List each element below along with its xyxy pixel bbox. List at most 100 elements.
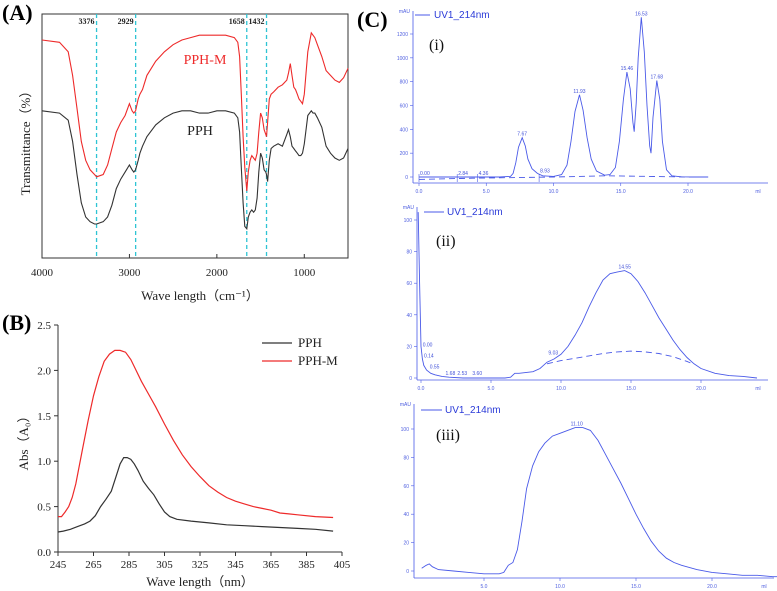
peak-label: 15.46 xyxy=(621,66,634,72)
peak-label: 11.10 xyxy=(571,422,583,428)
chart-a-frame xyxy=(41,13,349,259)
x-tick-label: 4000 xyxy=(31,267,54,279)
series-line-pph-m xyxy=(58,349,334,519)
x-tick-label: 2000 xyxy=(206,267,229,279)
x-tick-label: 5.0 xyxy=(483,189,490,195)
peak-label-small: 0.14 xyxy=(424,353,434,359)
x-tick-label: 5.0 xyxy=(488,386,495,392)
x-tick-label: 285 xyxy=(121,559,138,571)
x-tick-label: 265 xyxy=(85,559,102,571)
y-tick-label: 0.0 xyxy=(37,547,51,559)
x-tick-label: 385 xyxy=(298,559,315,571)
x-tick-label: 305 xyxy=(156,559,173,571)
y-unit-label: mAU xyxy=(399,9,411,15)
peak-label-small: 0.55 xyxy=(430,365,440,371)
y-tick-label: 0.5 xyxy=(37,502,51,514)
peak-label-small: 2.84 xyxy=(458,171,468,177)
peak-label-small: 0.00 xyxy=(420,171,430,177)
y-tick-label: 40 xyxy=(403,512,409,518)
chart-c-iii-chromatogram: mAU 0 20 40 60 80 100 5.0 10.0 15.0 20.0 ml 11.10 (… xyxy=(400,402,777,590)
chart-a-ftir: 3376 2929 1658 1432 4000 3000 2000 1000 Wave l… xyxy=(18,13,349,303)
peak-label-small: 9.03 xyxy=(548,350,558,356)
chart-b-legend: PPH PPH-M xyxy=(262,335,338,368)
series-line-pph xyxy=(41,109,349,231)
x-unit-label: ml xyxy=(755,189,760,195)
series-line-pph xyxy=(57,457,334,533)
y-tick-label: 0 xyxy=(405,175,408,181)
peak-label-small: 1.68 xyxy=(446,371,456,377)
y-tick-label: 80 xyxy=(403,455,409,461)
y-tick-label: 2.5 xyxy=(37,320,51,332)
chart-c-i-legend-label: UV1_214nm xyxy=(434,10,490,21)
y-tick-label: 0 xyxy=(406,569,409,575)
x-tick-label: 3000 xyxy=(118,267,141,279)
chart-a-ylabel: Transmittance（%） xyxy=(18,85,33,196)
chart-a-label-pphm: PPH-M xyxy=(184,53,227,68)
y-tick-label: 600 xyxy=(400,104,409,110)
y-unit-label: mAU xyxy=(400,402,412,408)
x-tick-label: 0.0 xyxy=(416,189,423,195)
x-tick-label: 20.0 xyxy=(683,189,693,195)
y-tick-label: 100 xyxy=(404,218,413,224)
chart-a-label-pph: PPH xyxy=(187,124,213,139)
peak-label: 16.53 xyxy=(635,11,648,17)
x-tick-label: 15.0 xyxy=(626,386,636,392)
chart-c-ii-tag: (ii) xyxy=(436,233,456,250)
peak-label: 14.55 xyxy=(618,265,631,271)
uv-trace-line xyxy=(421,427,777,578)
guide-label-2929: 2929 xyxy=(118,17,134,26)
y-unit-label: mAU xyxy=(403,205,415,211)
x-tick-label: 5.0 xyxy=(481,584,488,590)
peak-label-small: 4.36 xyxy=(479,171,489,177)
panel-label-c: (C) xyxy=(357,7,388,32)
x-tick-label: 345 xyxy=(227,559,244,571)
guide-label-1658: 1658 xyxy=(229,17,245,26)
y-tick-label: 1200 xyxy=(397,32,408,38)
y-tick-label: 200 xyxy=(400,151,409,157)
chart-b-xlabel: Wave length（nm） xyxy=(146,574,254,589)
x-tick-label: 0.0 xyxy=(418,386,425,392)
peak-label-small: 8.93 xyxy=(540,168,550,174)
guide-label-3376: 3376 xyxy=(79,17,95,26)
baseline-line xyxy=(546,350,693,365)
chart-c-iii-tag: (iii) xyxy=(436,427,460,444)
y-tick-label: 1.0 xyxy=(37,456,51,468)
y-tick-label: 400 xyxy=(400,127,409,133)
y-tick-label: 80 xyxy=(406,250,412,256)
legend-label-pphm: PPH-M xyxy=(298,353,338,368)
y-tick-label: 1.5 xyxy=(37,411,51,423)
peak-label: 7.67 xyxy=(517,132,527,138)
peak-label-small: 0.00 xyxy=(423,342,433,348)
y-tick-label: 20 xyxy=(403,541,409,547)
chart-b-ylabel: Abs（A₀） xyxy=(16,410,31,471)
panel-label-b: (B) xyxy=(2,310,31,335)
series-line-pph-m xyxy=(41,31,349,192)
x-tick-label: 365 xyxy=(263,559,280,571)
x-tick-label: 1000 xyxy=(293,267,316,279)
chart-b-uv: 245 265 285 305 325 345 365 385 405 0.0 0.5 1.0 1.5 2… xyxy=(16,320,351,589)
y-tick-label: 0 xyxy=(409,376,412,382)
x-tick-label: 245 xyxy=(50,559,67,571)
x-tick-label: 20.0 xyxy=(696,386,706,392)
y-tick-label: 2.0 xyxy=(37,365,51,377)
x-tick-label: 10.0 xyxy=(549,189,559,195)
chart-c-ii-legend-label: UV1_214nm xyxy=(447,207,503,218)
uv-trace-line xyxy=(417,212,758,379)
x-tick-label: 325 xyxy=(192,559,209,571)
chart-c-ii-chromatogram: mAU 0 20 40 60 80 100 0.0 5.0 10.0 15.0 20.0 ml 14.5… xyxy=(403,205,768,392)
panel-label-a: (A) xyxy=(2,0,33,25)
x-tick-label: 15.0 xyxy=(631,584,641,590)
y-tick-label: 60 xyxy=(403,484,409,490)
chart-c-i-chromatogram: mAU 0 200 400 600 800 1000 1200 0.0 5.0 10.0 15.0 20… xyxy=(397,9,768,195)
peak-label-small: 2.53 xyxy=(457,371,467,377)
chart-a-xlabel: Wave length（cm⁻¹） xyxy=(141,288,259,303)
chart-c-i-tag: (i) xyxy=(429,37,444,54)
y-tick-label: 40 xyxy=(406,313,412,319)
peak-label: 11.93 xyxy=(573,89,585,95)
x-tick-label: 10.0 xyxy=(555,584,565,590)
x-tick-label: 10.0 xyxy=(556,386,566,392)
legend-label-pph: PPH xyxy=(298,335,322,350)
peak-label-small: 3.60 xyxy=(472,371,482,377)
chart-c-iii-legend-label: UV1_214nm xyxy=(445,405,501,416)
x-unit-label: ml xyxy=(761,584,766,590)
